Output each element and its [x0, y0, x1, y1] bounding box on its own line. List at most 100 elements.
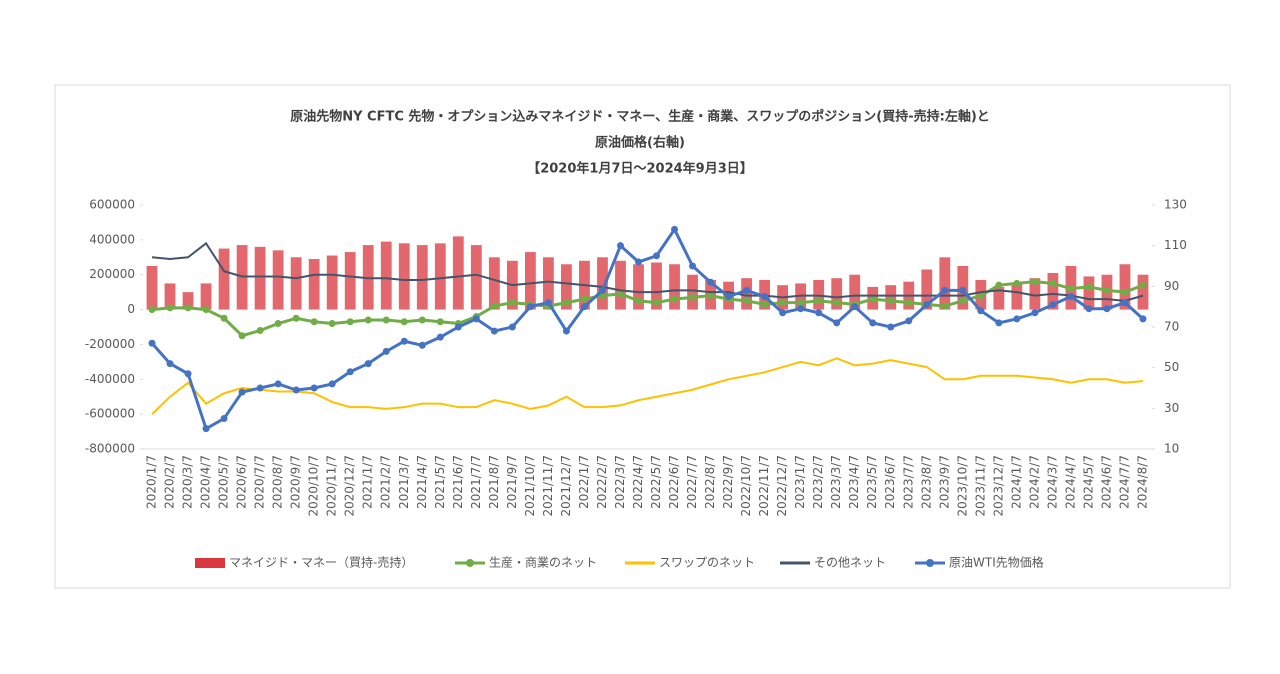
- chart-title: 【2020年1月7日～2024年9月3日】: [527, 161, 753, 177]
- marker: [508, 299, 516, 307]
- x-tick-label: 2021/3/7: [397, 455, 411, 509]
- marker: [1067, 293, 1075, 300]
- marker: [959, 297, 967, 305]
- bar: [1137, 274, 1149, 310]
- x-tick-label: 2021/12/7: [559, 455, 573, 517]
- x-tick-label: 2020/2/7: [163, 455, 177, 509]
- x-tick-label: 2021/2/7: [379, 455, 393, 509]
- marker: [905, 317, 913, 325]
- marker: [508, 323, 516, 331]
- marker: [436, 318, 444, 326]
- legend-label: スワップのネット: [659, 556, 755, 570]
- marker: [869, 319, 877, 327]
- marker: [779, 299, 787, 307]
- marker: [544, 299, 552, 307]
- bar: [597, 257, 608, 310]
- marker: [490, 302, 498, 310]
- marker: [454, 323, 462, 331]
- bar: [1011, 283, 1023, 310]
- line: [151, 241, 1144, 302]
- x-tick-label: 2023/3/7: [829, 455, 843, 509]
- x-tick-label: 2021/10/7: [523, 455, 537, 517]
- x-tick-label: 2021/5/7: [433, 455, 447, 509]
- marker: [418, 341, 426, 349]
- bar: [633, 264, 644, 310]
- marker: [616, 290, 624, 298]
- marker: [310, 384, 318, 392]
- x-tick-label: 2023/9/7: [937, 455, 951, 509]
- marker: [689, 262, 697, 270]
- x-tick-label: 2020/12/7: [343, 455, 357, 517]
- marker: [977, 307, 985, 315]
- x-tick-label: 2020/7/7: [253, 455, 267, 509]
- marker: [256, 326, 264, 334]
- marker: [761, 300, 769, 308]
- legend-label: 原油WTI先物価格: [949, 555, 1044, 570]
- marker: [1013, 279, 1021, 287]
- bar: [993, 286, 1005, 310]
- marker: [941, 286, 949, 294]
- marker: [905, 299, 913, 307]
- x-tick-label: 2023/8/7: [919, 455, 933, 509]
- x-tick-label: 2020/8/7: [271, 455, 285, 509]
- x-tick-label: 2024/8/7: [1135, 455, 1149, 509]
- y-tick-label: -200000: [85, 337, 135, 351]
- x-tick-label: 2022/8/7: [703, 455, 717, 509]
- marker: [761, 293, 769, 300]
- marker: [851, 303, 859, 311]
- marker: [1139, 281, 1147, 289]
- y2-tick-label: 10: [1164, 442, 1179, 456]
- bar: [344, 252, 356, 310]
- marker: [833, 319, 841, 327]
- marker: [148, 306, 156, 314]
- marker: [256, 384, 264, 392]
- marker: [1031, 278, 1039, 286]
- x-tick-label: 2024/1/7: [1009, 455, 1023, 509]
- marker: [634, 258, 642, 266]
- x-tick-label: 2023/2/7: [811, 455, 825, 509]
- marker: [959, 286, 967, 294]
- bar: [452, 236, 464, 310]
- bar: [1083, 276, 1095, 310]
- bar: [615, 260, 626, 310]
- marker: [526, 303, 534, 311]
- marker: [292, 314, 300, 322]
- marker: [418, 316, 426, 324]
- x-tick-label: 2022/2/7: [595, 455, 609, 509]
- y-tick-label: 400000: [89, 232, 135, 246]
- marker: [310, 318, 318, 326]
- marker: [1049, 301, 1057, 309]
- marker: [689, 293, 697, 301]
- marker: [707, 278, 715, 286]
- x-tick-label: 2023/10/7: [955, 455, 969, 517]
- x-tick-label: 2022/6/7: [667, 455, 681, 509]
- y-tick-label: -600000: [85, 407, 135, 421]
- marker: [346, 368, 354, 376]
- line: [151, 357, 1144, 415]
- x-tick-label: 2022/3/7: [613, 455, 627, 509]
- legend-label: 生産・商業のネット: [489, 555, 597, 570]
- marker: [743, 297, 751, 305]
- x-tick-label: 2020/9/7: [289, 455, 303, 509]
- marker: [274, 320, 282, 328]
- y2-tick-label: 30: [1164, 401, 1179, 415]
- marker: [995, 319, 1003, 327]
- x-tick-label: 2024/7/7: [1117, 455, 1131, 509]
- marker: [671, 295, 679, 303]
- marker: [1121, 288, 1129, 296]
- bar: [182, 292, 194, 310]
- marker: [166, 360, 174, 368]
- marker: [364, 360, 372, 368]
- bar: [434, 243, 446, 310]
- bar: [488, 257, 500, 310]
- x-tick-label: 2021/4/7: [415, 455, 429, 509]
- marker: [1103, 305, 1111, 313]
- y-tick-label: 0: [127, 302, 135, 316]
- x-tick-label: 2020/1/7: [145, 455, 159, 509]
- legend-swatch: [195, 558, 225, 568]
- marker: [238, 388, 246, 396]
- bar: [687, 274, 698, 310]
- x-tick-label: 2021/9/7: [505, 455, 519, 509]
- marker: [1139, 315, 1147, 323]
